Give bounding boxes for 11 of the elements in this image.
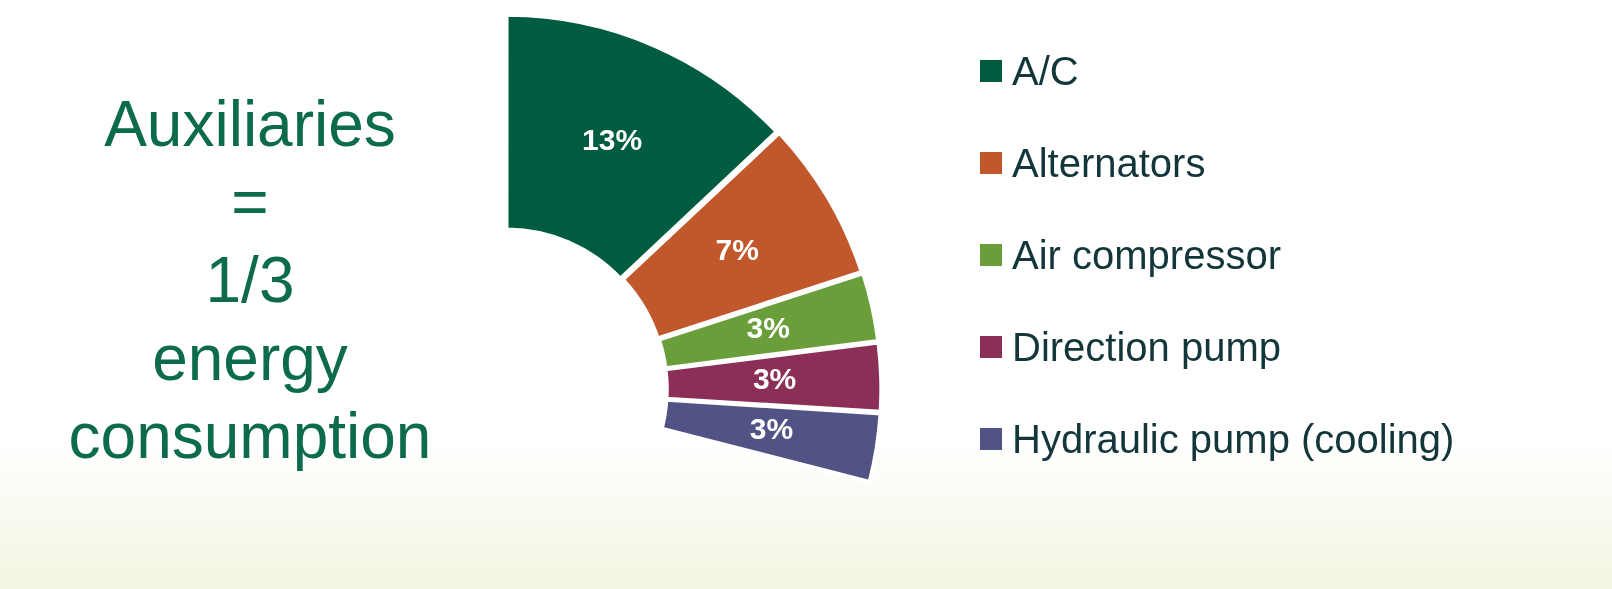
data-label: 3% xyxy=(749,412,794,446)
legend-label: Air compressor xyxy=(1012,232,1281,278)
data-label: 7% xyxy=(715,232,759,266)
text: Auxiliaries = 1/3 energy consumption xyxy=(67,87,433,474)
data-label: 3% xyxy=(746,311,790,345)
data-label: 13% xyxy=(582,122,643,156)
legend-label: Direction pump xyxy=(1012,324,1282,370)
legend-label: A/C xyxy=(1012,48,1079,94)
data-label: 3% xyxy=(752,361,797,395)
legend-label: Alternators xyxy=(1012,140,1206,186)
legend-label: Hydraulic pump (cooling) xyxy=(1012,416,1455,462)
